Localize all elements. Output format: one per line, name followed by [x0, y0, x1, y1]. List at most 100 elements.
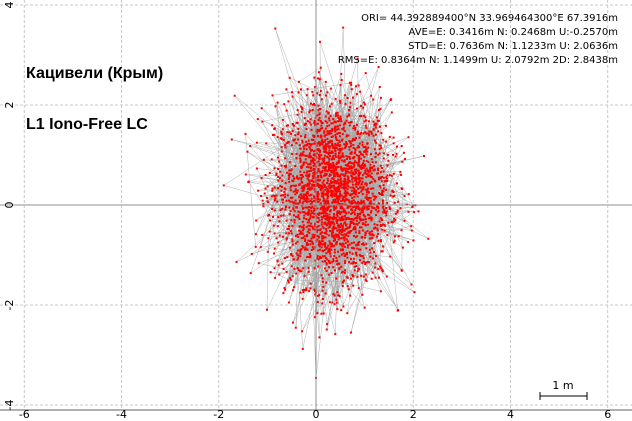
data-point [357, 187, 360, 190]
data-point [363, 207, 366, 210]
data-point [303, 171, 306, 174]
data-point [347, 163, 349, 166]
data-point [338, 182, 341, 184]
data-point [344, 228, 347, 231]
data-point [387, 221, 390, 224]
data-point [360, 131, 363, 134]
data-point [332, 239, 335, 242]
data-point [356, 270, 359, 273]
data-point [316, 148, 319, 151]
data-point [273, 252, 275, 255]
data-point [333, 255, 336, 258]
data-point [333, 157, 335, 160]
data-point [233, 94, 236, 97]
data-point [358, 192, 360, 194]
data-point [290, 91, 293, 94]
data-point [298, 211, 301, 214]
data-point [333, 192, 336, 195]
data-point [310, 197, 313, 200]
data-point [350, 222, 352, 224]
data-point [273, 267, 276, 270]
data-point [315, 131, 318, 134]
data-point [354, 226, 357, 229]
data-point [350, 230, 353, 232]
data-point [292, 208, 295, 211]
data-point [349, 218, 352, 220]
data-point [309, 163, 312, 166]
data-point [325, 252, 328, 255]
data-point [330, 122, 333, 125]
data-point [299, 170, 302, 173]
data-point [337, 160, 340, 163]
data-point [316, 230, 319, 233]
data-point [333, 208, 336, 211]
data-point [343, 239, 346, 242]
data-point [354, 138, 356, 141]
data-point [293, 221, 296, 224]
data-point [297, 138, 300, 141]
data-point [307, 270, 310, 273]
data-point [328, 152, 331, 155]
data-point [339, 150, 342, 153]
data-point [358, 146, 361, 149]
data-point [357, 287, 360, 290]
data-point [331, 150, 334, 153]
data-point [340, 253, 343, 256]
data-point [299, 174, 302, 176]
data-point [410, 283, 413, 286]
data-point [361, 201, 364, 204]
data-point [299, 225, 302, 228]
data-point [319, 229, 321, 232]
data-point [285, 237, 288, 240]
data-point [369, 197, 372, 200]
data-point [284, 144, 287, 147]
data-point [281, 186, 283, 188]
data-point [323, 255, 326, 258]
data-point [301, 226, 304, 229]
data-point [374, 226, 377, 229]
data-point [287, 279, 289, 282]
data-point [277, 241, 280, 244]
data-point [295, 215, 297, 218]
data-point [254, 233, 257, 236]
data-point [318, 142, 321, 145]
data-point [336, 198, 339, 201]
data-point [337, 225, 340, 228]
data-point [340, 222, 342, 225]
data-point [327, 266, 330, 269]
data-point [276, 259, 279, 262]
data-point [330, 164, 333, 167]
data-point [333, 205, 335, 208]
data-point [407, 136, 410, 139]
data-point [319, 189, 322, 192]
data-point [328, 213, 331, 216]
data-point [333, 180, 336, 183]
data-point [324, 212, 327, 215]
data-point [344, 186, 347, 189]
data-point [283, 103, 286, 106]
data-point [346, 253, 348, 256]
data-point [313, 212, 316, 215]
data-point [369, 255, 372, 258]
data-point [310, 203, 313, 206]
data-point [333, 186, 336, 189]
data-point [352, 165, 355, 168]
data-point [324, 232, 326, 234]
data-point [345, 212, 348, 215]
data-point [302, 154, 305, 157]
data-point [305, 218, 308, 220]
data-point [331, 177, 334, 180]
data-point [325, 224, 328, 227]
data-point [317, 249, 320, 252]
data-point [345, 167, 348, 170]
data-point [352, 162, 355, 165]
data-point [382, 170, 385, 173]
data-point [333, 213, 335, 216]
data-point [318, 78, 321, 81]
data-point [334, 189, 337, 192]
data-point [320, 246, 323, 249]
data-point [366, 205, 369, 208]
data-point [351, 139, 354, 142]
data-point [295, 252, 298, 255]
data-point [313, 316, 316, 319]
